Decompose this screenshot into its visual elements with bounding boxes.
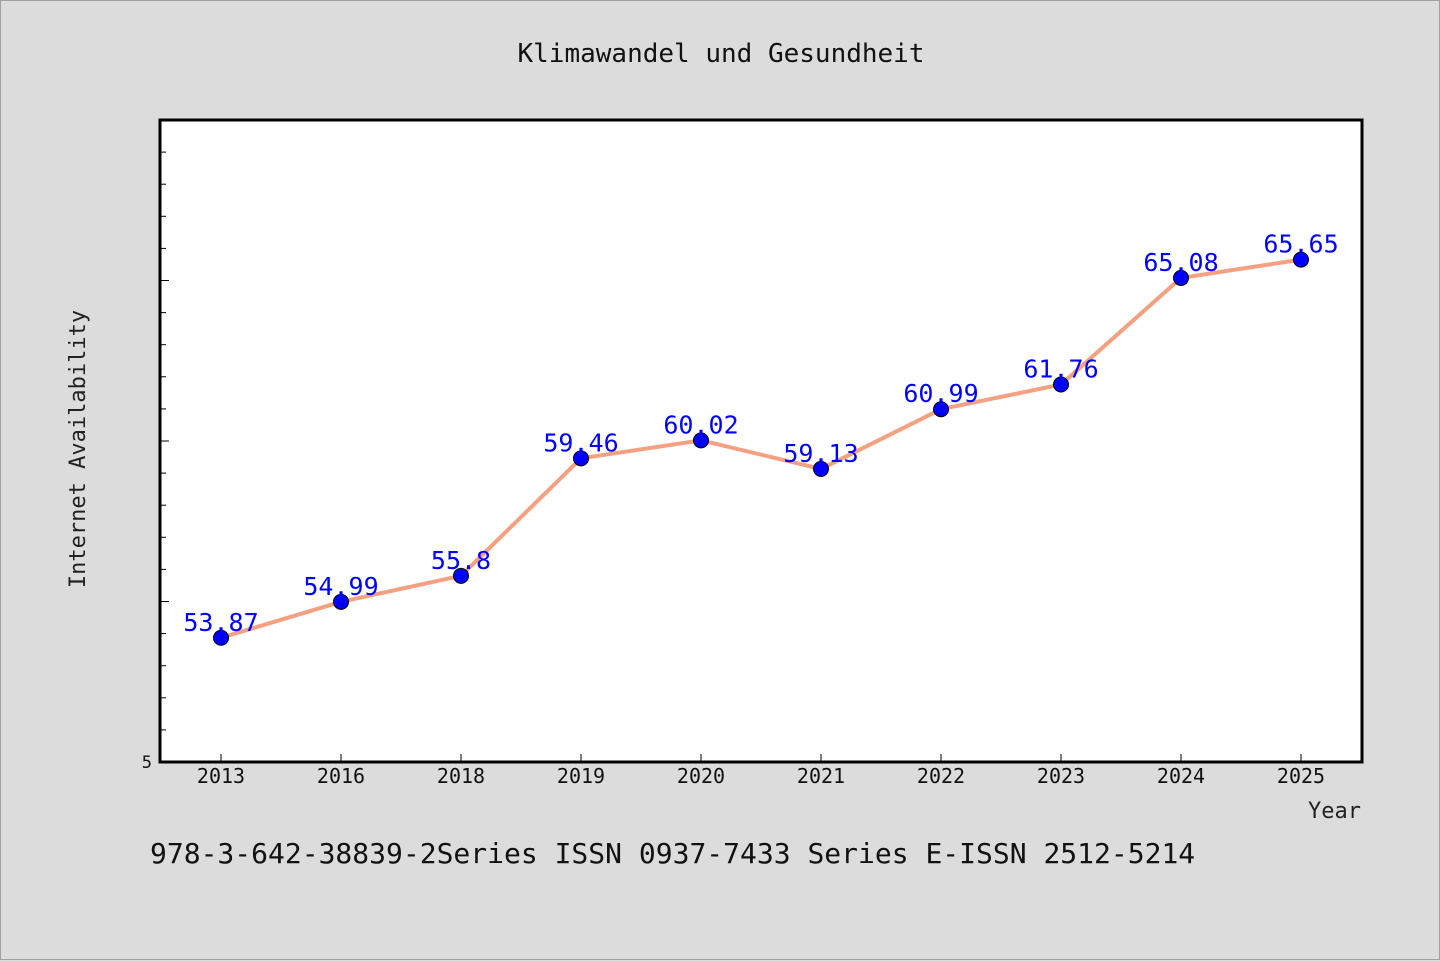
data-label: 60.99: [903, 379, 978, 408]
footer-isbn-issn: 978-3-642-38839-2Series ISSN 0937-7433 S…: [150, 837, 1195, 870]
x-tick-label: 2023: [1037, 764, 1085, 788]
data-point: [333, 593, 349, 610]
data-label: 59.46: [543, 428, 618, 457]
data-point: [693, 432, 709, 449]
data-point: [573, 450, 589, 467]
plot-area: [158, 118, 1364, 764]
chart-title: Klimawandel und Gesundheit: [518, 39, 925, 69]
x-tick-label: 2024: [1157, 764, 1205, 788]
x-tick-label: 2020: [677, 764, 725, 788]
data-point: [453, 567, 469, 584]
x-tick-label: 2018: [437, 764, 485, 788]
x-axis-title: Year: [1308, 799, 1361, 824]
data-label: 55.8: [431, 546, 491, 575]
y-axis-title: Internet Availability: [66, 310, 91, 588]
data-label: 61.76: [1023, 355, 1098, 384]
data-point: [213, 629, 229, 646]
data-point: [1053, 376, 1069, 393]
y-tick-label: 5: [142, 753, 152, 773]
data-labels: 53.87 54.99 55.8 59.46 60.02 59.13 60.99 61.76 6…: [183, 230, 1338, 637]
data-series: [213, 251, 1309, 646]
data-label: 65.65: [1263, 230, 1338, 259]
data-label: 59.13: [783, 439, 858, 468]
data-label: 60.02: [663, 410, 738, 439]
x-tick-label: 2021: [797, 764, 845, 788]
x-tick-label: 2019: [557, 764, 605, 788]
data-label: 65.08: [1143, 248, 1218, 277]
y-axis-ticks: 5: [142, 151, 169, 773]
x-tick-label: 2025: [1277, 764, 1325, 788]
x-tick-label: 2016: [317, 764, 365, 788]
series-line: [220, 257, 1302, 640]
x-axis-ticks: 2013 2016 2018 2019 2020 2021 2022 2023 2024 2025: [197, 754, 1325, 788]
data-point: [1293, 251, 1309, 268]
data-point: [933, 401, 949, 418]
data-point: [1173, 269, 1189, 286]
x-tick-label: 2013: [197, 764, 245, 788]
x-tick-label: 2022: [917, 764, 965, 788]
data-label: 54.99: [303, 572, 378, 601]
data-point: [813, 460, 829, 477]
data-label: 53.87: [183, 608, 258, 637]
